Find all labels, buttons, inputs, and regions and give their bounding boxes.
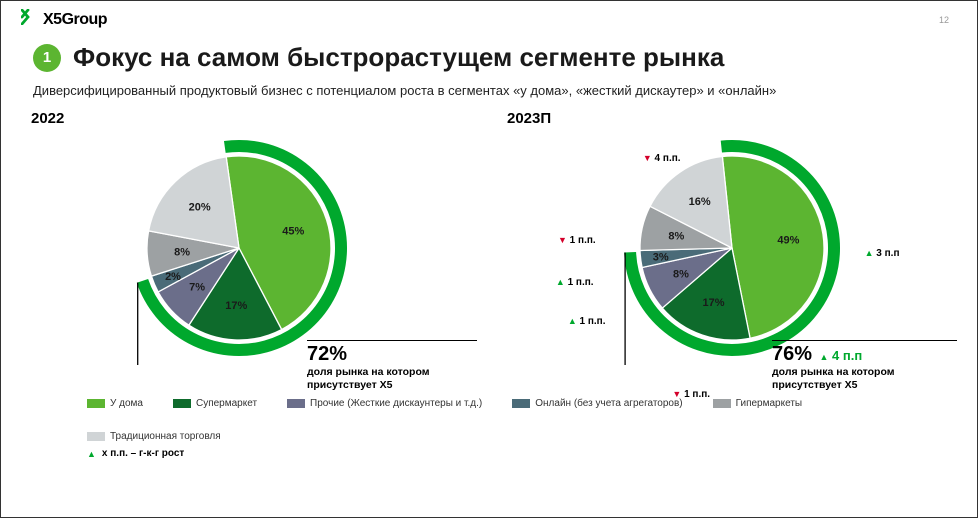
chart-2022: 2022 45% 17% 7% 2% 8% 20% 72% доля рынка на к… — [21, 110, 477, 388]
share-pct-row: 76% ▲ 4 п.п — [772, 343, 957, 366]
logo: X5Group — [21, 9, 107, 30]
share-desc-line1: доля рынка на котором — [307, 366, 477, 379]
share-pct: 76% — [772, 343, 812, 365]
legend-label: У дома — [110, 398, 143, 409]
share-callout-2023p: 76% ▲ 4 п.п доля рынка на котором присут… — [772, 340, 957, 392]
slice-label: 16% — [689, 196, 711, 208]
legend-item: Гипермаркеты — [713, 398, 802, 409]
chart-2023p: 2023П 49% 17% 8% 3% 8% 16% 76% ▲ 4 п.п доля р… — [497, 110, 957, 388]
slice-label: 20% — [189, 202, 211, 214]
legend-swatch-icon — [512, 399, 530, 408]
triangle-down-icon: ▼ — [643, 153, 652, 163]
legend-item: Супермаркет — [173, 398, 257, 409]
legend-swatch-icon — [287, 399, 305, 408]
legend-note: ▲ х п.п. – г-к-г рост — [87, 448, 949, 459]
triangle-up-icon: ▲ — [819, 352, 828, 362]
legend-label: Онлайн (без учета агрегаторов) — [535, 398, 682, 409]
share-desc-line2: присутствует X5 — [307, 379, 477, 392]
legend-swatch-icon — [713, 399, 731, 408]
slice-label: 49% — [777, 234, 799, 246]
logo-mark-icon — [21, 9, 39, 30]
slide-title: Фокус на самом быстрорастущем сегменте р… — [73, 42, 724, 73]
share-callout-2022: 72% доля рынка на котором присутствует X… — [307, 340, 477, 392]
slice-label: 3% — [653, 252, 669, 264]
slice-delta-label: ▲ 3 п.п — [865, 248, 900, 259]
chart-year-label: 2023П — [507, 110, 957, 127]
chart-year-label: 2022 — [31, 110, 477, 127]
triangle-down-icon: ▼ — [558, 235, 567, 245]
legend-label: Супермаркет — [196, 398, 257, 409]
legend-swatch-icon — [87, 399, 105, 408]
pie-wrap-2023p: 49% 17% 8% 3% 8% 16% 76% ▲ 4 п.п доля рынка н… — [497, 133, 957, 388]
triangle-down-icon: ▼ — [672, 389, 681, 399]
triangle-up-icon: ▲ — [568, 316, 577, 326]
slide-subtitle: Диверсифицированный продуктовый бизнес с… — [1, 77, 977, 98]
legend-row: У дома Супермаркет Прочие (Жесткие дискаун… — [87, 398, 949, 442]
slice-delta-label: ▲ 1 п.п. — [568, 316, 606, 327]
legend-label: Гипермаркеты — [736, 398, 802, 409]
slice-label: 8% — [668, 230, 684, 242]
legend: У дома Супермаркет Прочие (Жесткие дискаун… — [1, 388, 977, 459]
legend-swatch-icon — [173, 399, 191, 408]
legend-item: Традиционная торговля — [87, 431, 221, 442]
pie-chart-2022: 45% 17% 7% 2% 8% 20% — [59, 133, 439, 368]
slice-label: 8% — [673, 268, 689, 280]
title-row: 1 Фокус на самом быстрорастущем сегменте… — [1, 30, 977, 77]
legend-label: Прочие (Жесткие дискаунтеры и т.д.) — [310, 398, 482, 409]
title-number-badge: 1 — [33, 44, 61, 72]
share-delta-value: 4 п.п — [832, 348, 862, 363]
charts-area: 2022 45% 17% 7% 2% 8% 20% 72% доля рынка на к… — [1, 98, 977, 388]
share-delta: ▲ 4 п.п — [819, 348, 862, 363]
slice-delta-label: ▼ 1 п.п. — [558, 235, 596, 246]
triangle-up-icon: ▲ — [865, 248, 874, 258]
legend-note-text: х п.п. – г-к-г рост — [102, 448, 184, 459]
legend-item: У дома — [87, 398, 143, 409]
page-number: 12 — [939, 15, 949, 25]
slice-label: 17% — [225, 300, 247, 312]
slice-delta-label: ▲ 1 п.п. — [556, 277, 594, 288]
slice-label: 45% — [282, 226, 304, 238]
share-desc-line2: присутствует X5 — [772, 379, 957, 392]
pie-wrap-2022: 45% 17% 7% 2% 8% 20% 72% доля рынка на которо… — [21, 133, 477, 388]
share-pct: 72% — [307, 343, 477, 366]
share-desc-line1: доля рынка на котором — [772, 366, 957, 379]
legend-item: Онлайн (без учета агрегаторов) — [512, 398, 682, 409]
legend-item: Прочие (Жесткие дискаунтеры и т.д.) — [287, 398, 482, 409]
legend-swatch-icon — [87, 432, 105, 441]
triangle-up-icon: ▲ — [87, 449, 96, 459]
slice-delta-label: ▼ 4 п.п. — [643, 153, 681, 164]
slice-label: 17% — [702, 297, 724, 309]
triangle-up-icon: ▲ — [556, 277, 565, 287]
slice-label: 2% — [165, 271, 181, 283]
legend-label: Традиционная торговля — [110, 431, 221, 442]
slide-header: X5Group 12 — [1, 1, 977, 30]
logo-text: X5Group — [43, 11, 107, 29]
slice-label: 8% — [174, 247, 190, 259]
slice-label: 7% — [189, 282, 205, 294]
slice-delta-label: ▼ 1 п.п. — [672, 389, 710, 400]
